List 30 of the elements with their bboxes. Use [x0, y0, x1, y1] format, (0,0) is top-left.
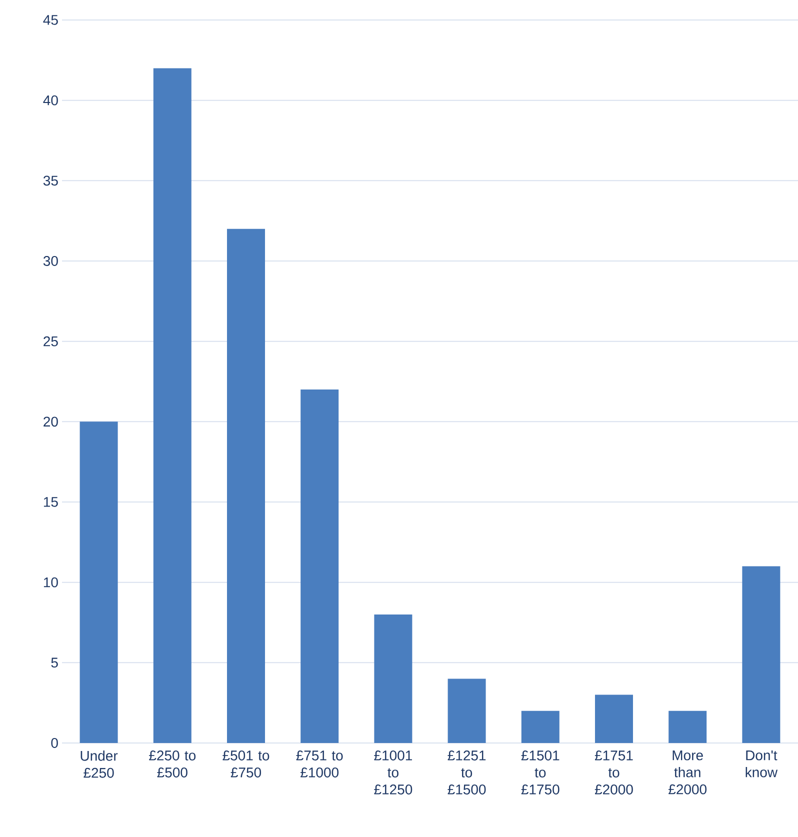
bar [153, 68, 192, 743]
x-tick-label: £501 to £750 [222, 750, 269, 778]
y-tick-label: 35 [43, 176, 58, 186]
x-tick-label: £1001 to £1250 [374, 750, 412, 794]
x-tick-label: £1501 to £1750 [521, 750, 560, 794]
x-tick-label: £751 to £1000 [296, 750, 343, 778]
y-tick-label: 5 [51, 658, 58, 668]
y-tick-label: 40 [42, 95, 58, 106]
bar [668, 710, 706, 743]
y-tick-label: 0 [50, 738, 58, 748]
y-tick-label: 30 [43, 256, 58, 266]
y-tick-label: 15 [44, 497, 58, 507]
x-tick-label: Under £250 [80, 750, 118, 778]
x-tick-label: £250 to £500 [148, 750, 196, 778]
bar [742, 566, 780, 743]
y-tick-label: 20 [43, 416, 58, 427]
bar [226, 228, 265, 743]
bar [521, 710, 560, 743]
x-tick-label: More than £2000 [668, 750, 706, 794]
y-tick-label: 25 [43, 336, 58, 346]
y-tick-label: 10 [44, 577, 58, 588]
bar [448, 678, 486, 743]
bar [594, 694, 633, 743]
x-tick-label: Don't know [746, 750, 778, 778]
bar [374, 614, 412, 743]
x-tick-label: £1251 to £1500 [447, 750, 486, 794]
bar [80, 422, 118, 743]
y-tick-label: 45 [42, 15, 58, 25]
bar [300, 390, 338, 743]
x-tick-label: £1751 to £2000 [594, 750, 633, 794]
